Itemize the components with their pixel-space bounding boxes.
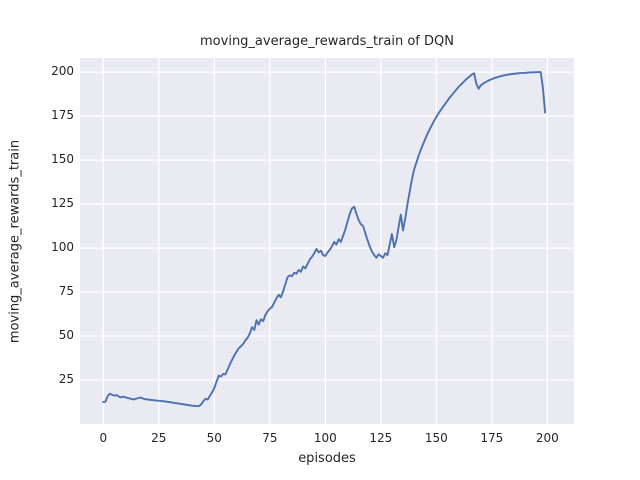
x-tick-label: 75 bbox=[262, 431, 278, 445]
y-tick-label: 75 bbox=[58, 284, 74, 299]
x-tick-label: 175 bbox=[480, 431, 504, 445]
y-tick-label: 200 bbox=[51, 64, 74, 79]
x-tick-label: 50 bbox=[206, 431, 222, 445]
y-tick-label: 50 bbox=[58, 328, 74, 343]
y-tick-label: 25 bbox=[58, 372, 74, 386]
x-tick-label: 25 bbox=[151, 431, 167, 445]
x-tick-label: 125 bbox=[369, 431, 393, 445]
x-tick-label: 0 bbox=[99, 431, 108, 445]
x-tick-label: 100 bbox=[313, 431, 337, 445]
y-axis-label: moving_average_rewards_train bbox=[7, 139, 23, 344]
series-polyline bbox=[102, 71, 547, 408]
chart-title: moving_average_rewards_train of DQN bbox=[200, 34, 454, 49]
grid-lines bbox=[80, 58, 574, 424]
x-axis-label: episodes bbox=[298, 451, 356, 466]
y-tick-label: 175 bbox=[51, 108, 74, 123]
x-tick-label: 150 bbox=[424, 431, 448, 445]
x-tick-label: 200 bbox=[535, 431, 559, 445]
y-tick-label: 100 bbox=[51, 240, 74, 255]
y-tick-label: 125 bbox=[51, 196, 74, 211]
axes-background bbox=[80, 58, 574, 424]
series-line bbox=[102, 71, 547, 408]
y-tick-label: 150 bbox=[51, 152, 74, 167]
